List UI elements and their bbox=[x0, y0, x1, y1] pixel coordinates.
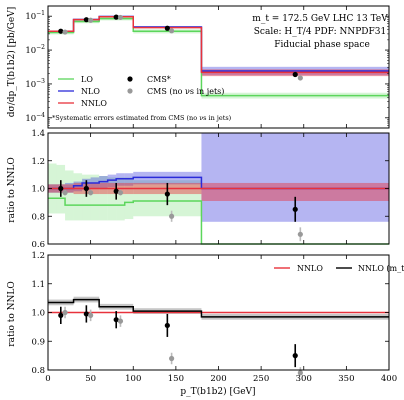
point-cms-nonu-1 bbox=[88, 17, 94, 23]
band-lo-bin-5 bbox=[90, 174, 100, 221]
annotation-scale-pdf: Scale: H_T/4 PDF: NNPDF31 bbox=[254, 27, 386, 37]
y-tick-exponent-1: −3 bbox=[36, 78, 45, 85]
point-cms-1 bbox=[83, 185, 89, 192]
point-cms-nonu-3 bbox=[169, 355, 175, 362]
p2-y-axis-label: ratio to NNLO bbox=[7, 157, 17, 222]
y-tick-label-4: 1.4 bbox=[31, 129, 45, 139]
y-tick-label-1: 0.8 bbox=[31, 212, 45, 222]
x-tick-label-8: 400 bbox=[381, 374, 397, 384]
point-cms-nonu-2 bbox=[117, 318, 124, 324]
point-cms-2 bbox=[113, 14, 119, 20]
y-tick-label-2: 1.0 bbox=[31, 185, 45, 195]
x-axis-label: p_T(b1b2) [GeV] bbox=[180, 386, 255, 397]
systematics-note: *Systematic errors estimated from CMS (n… bbox=[52, 114, 232, 122]
band-lo-bin-7 bbox=[107, 177, 117, 221]
x-tick-label-7: 350 bbox=[338, 374, 354, 384]
band-lo-bin-4 bbox=[82, 174, 91, 221]
y-tick-label-0: 0.6 bbox=[31, 240, 45, 250]
legend-lo-label: LO bbox=[81, 75, 93, 84]
p3-y-axis-label: ratio to NNLO bbox=[7, 281, 17, 346]
point-cms-4 bbox=[292, 353, 298, 359]
point-cms-nonu-3 bbox=[169, 213, 175, 219]
legend-nlo-label: NLO bbox=[81, 87, 100, 96]
band-nnlo-bin-11 bbox=[201, 182, 389, 201]
annotation-phase-space: Fiducial phase space bbox=[274, 40, 370, 50]
point-cms-1 bbox=[83, 311, 89, 317]
x-tick-label-0: 0 bbox=[45, 374, 50, 384]
point-cms-0 bbox=[58, 185, 64, 192]
p1-y-axis-label: dσ/dp_T(b1b2) [pb/GeV] bbox=[6, 7, 17, 117]
point-cms-2 bbox=[113, 317, 119, 323]
point-cms-nonu-3 bbox=[169, 28, 175, 34]
band-lo-bin-2 bbox=[65, 170, 74, 221]
point-cms-nonu-4 bbox=[297, 75, 303, 81]
panel-ratio-2: NNLO NNLO (m_t = 171.5 GeV) 0.8 0.9 1.0 1.1… bbox=[31, 251, 404, 384]
line-nnlo-m-t-171-5-gev- bbox=[48, 298, 389, 318]
band-lo-bin-3 bbox=[73, 173, 83, 221]
point-cms-nonu-0 bbox=[62, 29, 68, 35]
point-cms-2 bbox=[113, 188, 119, 194]
y-tick-label-3: 1.1 bbox=[31, 280, 45, 290]
legend-p3-nnlo-label: NNLO bbox=[297, 264, 323, 273]
band-lo-bin-9 bbox=[124, 177, 134, 220]
legend-cms-nonu-label: CMS (no νs in jets) bbox=[147, 87, 224, 96]
point-cms-1 bbox=[83, 17, 89, 23]
band-lo-bin-6 bbox=[99, 176, 108, 221]
legend-cms-label: CMS* bbox=[147, 75, 171, 84]
point-cms-nonu-1 bbox=[88, 312, 94, 318]
y-tick-label-2: 1.0 bbox=[31, 309, 45, 319]
y-tick-label-0: 0.8 bbox=[31, 366, 45, 376]
point-cms-nonu-1 bbox=[88, 190, 94, 196]
y-tick-exponent-0: −4 bbox=[36, 112, 45, 119]
legend-cms-marker bbox=[127, 76, 133, 82]
legend-p3-mt-label: NNLO (m_t = 171.5 GeV) bbox=[358, 264, 404, 273]
point-cms-nonu-2 bbox=[117, 14, 124, 21]
point-cms-nonu-4 bbox=[297, 370, 303, 376]
point-cms-nonu-2 bbox=[117, 190, 124, 196]
line-lo bbox=[48, 197, 389, 245]
panel-ratio-1: 0.6 0.8 1.0 1.2 1.4 bbox=[31, 129, 390, 250]
point-cms-nonu-0 bbox=[62, 309, 68, 316]
point-cms-4 bbox=[292, 206, 298, 212]
x-tick-label-6: 300 bbox=[296, 374, 312, 384]
y-tick-label-4: 1.2 bbox=[31, 251, 45, 261]
x-tick-label-2: 100 bbox=[125, 374, 141, 384]
annotation-mass-energy: m_t = 172.5 GeV LHC 13 TeV bbox=[252, 14, 388, 24]
x-tick-label-4: 200 bbox=[210, 374, 226, 384]
panel-distribution: m_t = 172.5 GeV LHC 13 TeV Scale: H_T/4 … bbox=[25, 5, 390, 129]
x-tick-label-3: 150 bbox=[168, 374, 184, 384]
point-cms-nonu-0 bbox=[62, 190, 68, 196]
point-cms-0 bbox=[58, 28, 64, 34]
point-cms-3 bbox=[164, 25, 170, 31]
point-cms-nonu-4 bbox=[297, 231, 303, 237]
y-tick-label-1: 0.9 bbox=[31, 337, 45, 347]
point-cms-3 bbox=[164, 191, 170, 197]
legend-cms-nonu-marker bbox=[127, 88, 133, 94]
legend-nnlo-label: NNLO bbox=[81, 99, 107, 108]
x-tick-label-5: 250 bbox=[253, 374, 269, 384]
y-tick-exponent-2: −2 bbox=[36, 44, 45, 51]
band-lo-bin-8 bbox=[116, 177, 125, 221]
y-tick-label-3: 1.2 bbox=[31, 157, 45, 167]
point-cms-3 bbox=[164, 322, 170, 329]
point-cms-0 bbox=[58, 312, 64, 318]
point-cms-4 bbox=[292, 71, 298, 78]
y-tick-exponent-3: −1 bbox=[36, 10, 45, 17]
x-tick-label-1: 50 bbox=[85, 374, 96, 384]
